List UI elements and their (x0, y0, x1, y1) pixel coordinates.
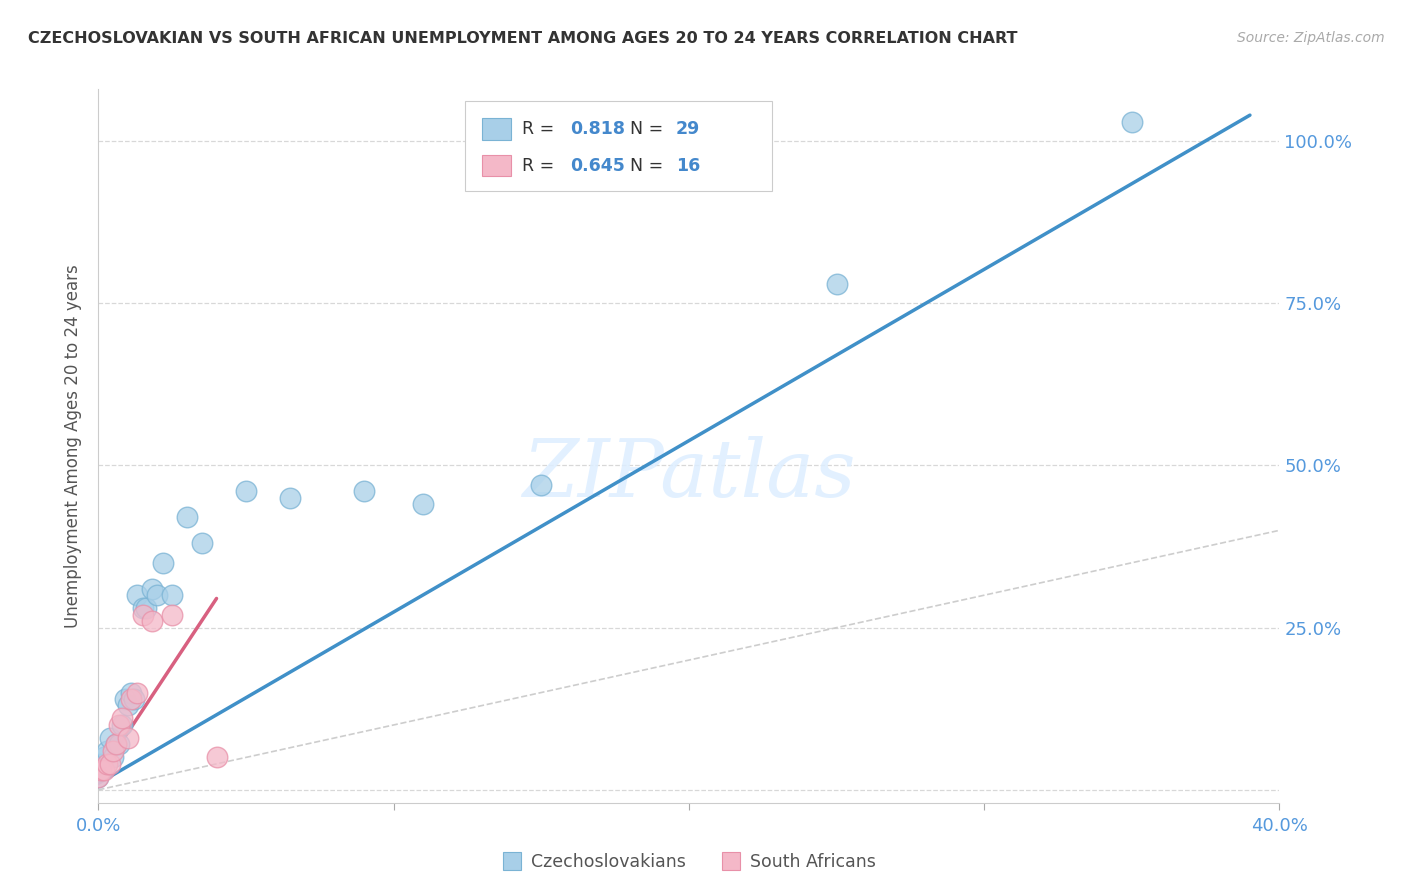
Text: R =: R = (523, 157, 560, 175)
Point (132, 601, 155, 615)
Text: R =: R = (523, 120, 560, 138)
Text: 0.645: 0.645 (569, 157, 624, 175)
Point (96, 744, 118, 758)
Point (96, 756, 118, 771)
Point (105, 738, 128, 752)
Point (353, 484, 375, 499)
Point (103, 744, 125, 758)
Point (117, 698, 139, 713)
Point (825, 277, 848, 291)
Text: 16: 16 (676, 157, 700, 175)
Point (98, 731, 121, 745)
Point (205, 750, 228, 764)
FancyBboxPatch shape (464, 102, 772, 191)
Point (105, 738, 128, 752)
Point (87, 770, 110, 784)
Text: 29: 29 (676, 120, 700, 138)
Point (93, 750, 115, 764)
FancyBboxPatch shape (482, 155, 510, 177)
Point (135, 601, 157, 615)
Point (191, 536, 214, 550)
Point (141, 582, 163, 596)
Point (120, 692, 142, 706)
Point (412, 497, 434, 511)
Point (108, 738, 131, 752)
Point (120, 685, 142, 699)
Point (162, 588, 183, 602)
Point (176, 510, 198, 524)
Point (280, 491, 302, 505)
Point (122, 692, 145, 706)
Text: ZIPatlas: ZIPatlas (522, 436, 856, 513)
Point (98, 756, 121, 771)
Point (114, 692, 136, 706)
Text: CZECHOSLOVAKIAN VS SOUTH AFRICAN UNEMPLOYMENT AMONG AGES 20 TO 24 YEARS CORRELAT: CZECHOSLOVAKIAN VS SOUTH AFRICAN UNEMPLO… (28, 31, 1018, 46)
Point (152, 556, 174, 570)
Point (90, 764, 112, 778)
Point (111, 711, 134, 725)
Point (103, 750, 125, 764)
Point (108, 718, 131, 732)
Point (87, 770, 110, 784)
Point (93, 764, 115, 778)
Point (111, 718, 134, 732)
Point (162, 607, 183, 622)
Point (117, 731, 139, 745)
Point (132, 607, 155, 622)
Text: 0.818: 0.818 (569, 120, 624, 138)
Point (125, 685, 148, 699)
FancyBboxPatch shape (482, 119, 510, 140)
Point (90, 756, 112, 771)
Point (146, 588, 169, 602)
Point (1121, 114, 1143, 128)
Point (141, 614, 163, 628)
Legend: Czechoslovakians, South Africans: Czechoslovakians, South Africans (496, 847, 882, 876)
Text: Source: ZipAtlas.com: Source: ZipAtlas.com (1237, 31, 1385, 45)
Point (530, 478, 553, 492)
Point (235, 484, 257, 499)
Text: N =: N = (619, 157, 669, 175)
Text: N =: N = (619, 120, 669, 138)
Y-axis label: Unemployment Among Ages 20 to 24 years: Unemployment Among Ages 20 to 24 years (65, 264, 83, 628)
Point (125, 588, 148, 602)
